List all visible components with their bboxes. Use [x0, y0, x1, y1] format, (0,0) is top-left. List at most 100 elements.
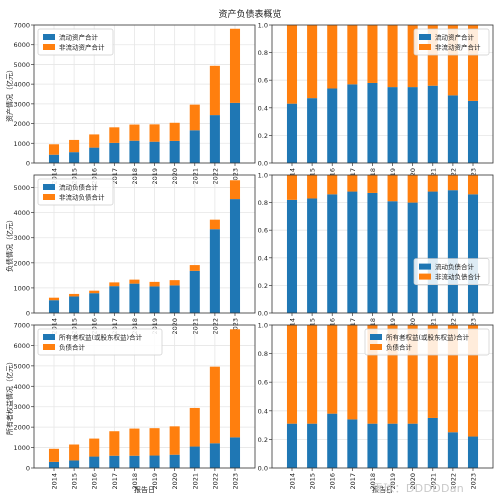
bar-series2: [109, 127, 120, 143]
y-tick-label: 2000: [13, 424, 30, 432]
bar-series2: [467, 325, 479, 437]
bar-series1: [327, 413, 338, 468]
bar-series2: [387, 325, 398, 424]
y-tick-label: 0.8: [258, 49, 268, 57]
y-tick-label: 0.8: [258, 199, 268, 207]
y-axis-label: 负债情况（亿元）: [5, 216, 14, 272]
watermark: 雪球：DDDDDan: [372, 482, 465, 495]
plot-frame: [271, 324, 494, 469]
y-tick-label: 2000: [13, 259, 30, 267]
bar-series1: [327, 194, 338, 313]
bar-series1: [48, 154, 60, 163]
y-tick-label: 3000: [13, 234, 30, 242]
bar-series1: [48, 300, 60, 313]
x-tick-label: 2018: [131, 318, 139, 335]
bar-series2: [229, 28, 241, 103]
bar-series2: [447, 25, 458, 96]
bar-series2: [427, 25, 438, 86]
bar-series2: [347, 325, 358, 420]
x-tick-label: 2015: [309, 473, 317, 490]
y-tick-label: 0: [26, 310, 30, 318]
bar-series1: [229, 437, 241, 468]
y-tick-label: 1.0: [258, 22, 268, 30]
bar-series2: [407, 325, 418, 424]
bar-series2: [347, 25, 358, 85]
bar-series1: [447, 432, 458, 468]
legend-swatch: [370, 334, 382, 340]
x-tick-label: 2014: [51, 168, 59, 185]
bar-series1: [149, 455, 160, 468]
bar-series2: [327, 25, 338, 89]
bar-series1: [347, 84, 358, 163]
legend-label: 非流动负债合计: [435, 272, 481, 281]
bar-series2: [149, 124, 160, 142]
y-tick-label: 2000: [13, 120, 30, 128]
y-tick-label: 6000: [13, 342, 30, 350]
x-tick-label: 2017: [111, 168, 119, 185]
legend-label: 流动资产合计: [59, 33, 99, 42]
x-tick-label: 2022: [211, 168, 219, 185]
bar-series1: [89, 147, 100, 163]
bar-series1: [387, 201, 398, 313]
y-tick-label: 0.2: [258, 436, 268, 444]
x-tick-label: 2022: [449, 473, 457, 490]
bar-series1: [407, 87, 418, 163]
legend-label: 负债合计: [386, 343, 413, 352]
bar-series1: [347, 191, 358, 313]
plot-frame: [33, 324, 256, 469]
bar-series2: [149, 281, 160, 287]
y-tick-label: 0.4: [258, 104, 268, 112]
bar-series2: [307, 175, 318, 199]
x-tick-label: 2022: [211, 473, 219, 490]
y-tick-label: 0: [26, 160, 30, 168]
bar-series1: [129, 283, 140, 313]
legend-swatch: [43, 334, 55, 340]
bar-series2: [327, 325, 338, 414]
bar-series2: [89, 134, 100, 148]
bar-series2: [407, 25, 418, 88]
x-tick-label: 2021: [191, 473, 199, 490]
bar-series1: [109, 286, 120, 313]
x-tick-label: 2023: [469, 473, 477, 490]
x-tick-label: 2019: [151, 318, 159, 335]
y-tick-label: 7000: [13, 322, 30, 330]
chart-panel: 0 1000 2000 3000 4000 5000 6000 7000 2014 2015 201…: [5, 322, 256, 494]
bar-series2: [149, 428, 160, 456]
bar-series2: [189, 265, 200, 271]
legend-swatch: [43, 34, 55, 40]
x-tick-label: 2020: [171, 168, 179, 185]
bar-series2: [109, 431, 120, 456]
x-tick-label: 2015: [71, 318, 79, 335]
bar-series2: [447, 175, 458, 191]
bar-series2: [209, 366, 220, 444]
y-tick-label: 0.6: [258, 227, 268, 235]
y-tick-label: 0.2: [258, 132, 268, 140]
x-tick-label: 2023: [231, 168, 239, 185]
bar-series2: [89, 290, 100, 294]
x-tick-label: 2020: [409, 473, 417, 490]
y-tick-label: 0.6: [258, 379, 268, 387]
y-tick-label: 7000: [13, 22, 30, 30]
bar-series2: [69, 139, 80, 153]
bar-series2: [229, 180, 241, 200]
y-tick-label: 4000: [13, 383, 30, 391]
x-axis-label: 报告日: [372, 485, 393, 494]
bar-series1: [367, 82, 378, 163]
x-tick-label: 2019: [151, 473, 159, 490]
chart-panel: 0 1000 2000 3000 4000 5000 6000 7000 2014 2015 201…: [5, 22, 256, 185]
legend-box: [37, 328, 163, 356]
legend-swatch: [419, 273, 431, 280]
x-tick-label: 2021: [191, 318, 199, 335]
bar-series1: [189, 130, 200, 163]
bar-series2: [427, 175, 438, 192]
bar-series1: [109, 142, 120, 163]
bar-series2: [347, 175, 358, 192]
bar-series2: [286, 175, 298, 200]
y-tick-label: 0: [26, 465, 30, 473]
x-tick-label: 2016: [91, 318, 99, 335]
chart-panel: 0.00.20.40.60.81.02014201520162017201820…: [258, 22, 494, 185]
bar-series1: [467, 194, 479, 313]
